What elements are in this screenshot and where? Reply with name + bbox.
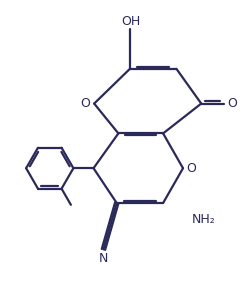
Text: NH₂: NH₂ [191,213,215,226]
Text: OH: OH [122,15,141,28]
Text: O: O [227,97,237,110]
Text: N: N [99,252,108,265]
Text: O: O [80,97,90,110]
Text: O: O [186,162,196,175]
